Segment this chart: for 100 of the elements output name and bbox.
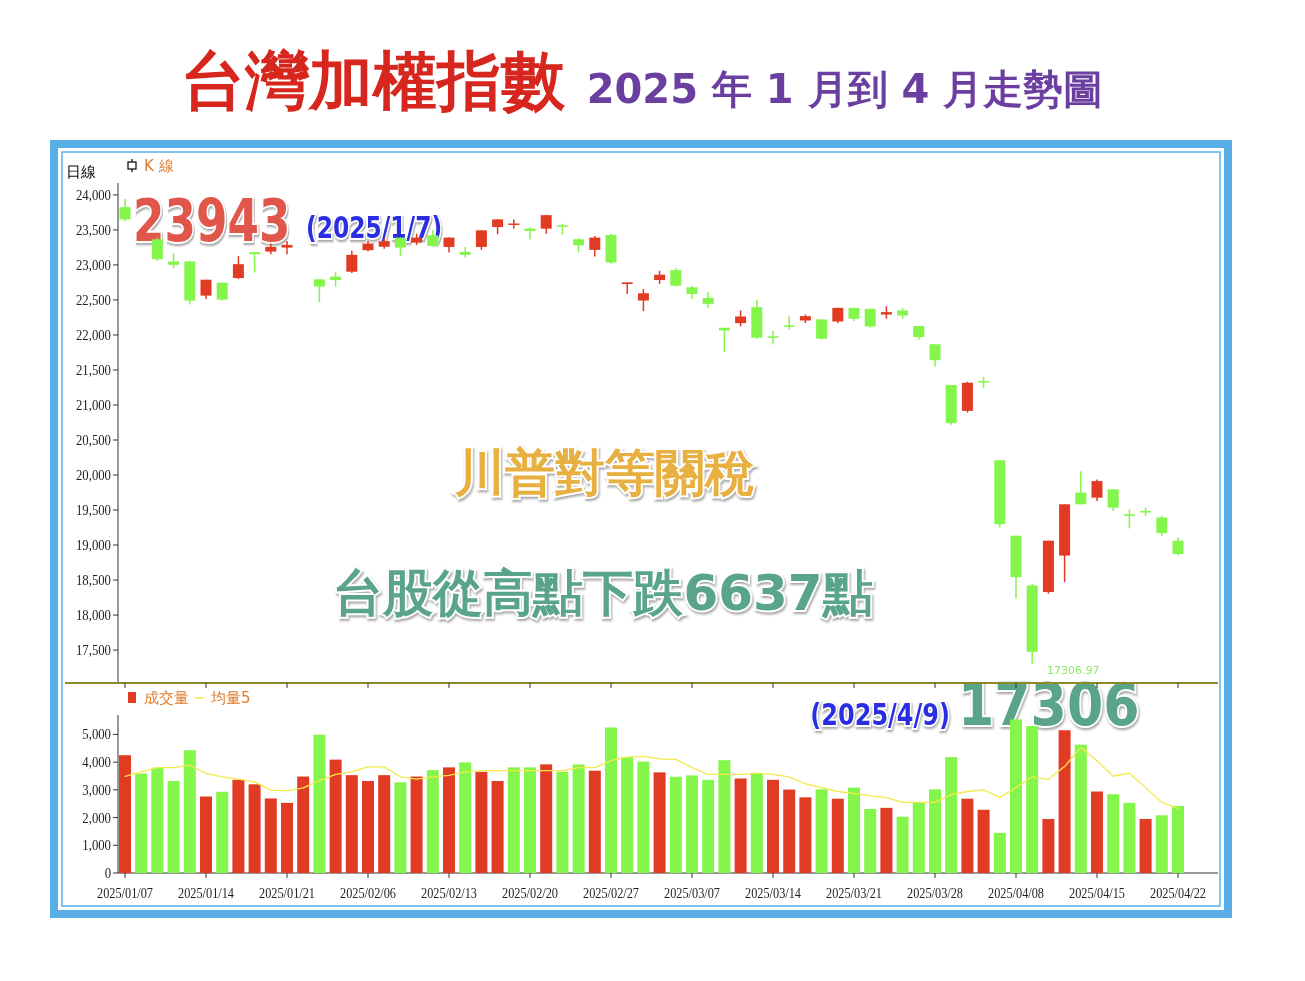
candlestick	[119, 198, 131, 223]
y-tick-label: 17,500	[75, 642, 112, 659]
x-tick-label: 2025/01/14	[178, 884, 235, 902]
bar	[151, 767, 164, 873]
bar	[653, 772, 666, 873]
bar	[459, 762, 472, 873]
y-tick-label: 23,000	[75, 257, 112, 274]
bar	[394, 782, 407, 873]
bar	[961, 798, 974, 873]
candlestick	[767, 330, 779, 346]
bar	[167, 780, 180, 873]
candlestick	[1172, 536, 1184, 557]
candlestick	[621, 281, 633, 295]
bar	[588, 770, 601, 873]
x-tick-label: 2025/03/28	[907, 884, 964, 902]
x-tick-label: 2025/02/13	[421, 884, 478, 902]
bar	[1091, 791, 1103, 873]
candlestick	[249, 251, 261, 274]
y-tick-label: 18,000	[75, 607, 112, 624]
bar	[702, 779, 715, 873]
candlestick	[459, 246, 471, 259]
bar	[799, 797, 812, 873]
bar	[848, 787, 860, 873]
candlestick	[670, 267, 682, 288]
y-tick-label: 21,500	[75, 362, 112, 379]
bar	[216, 791, 229, 873]
bar	[880, 807, 893, 873]
text: K 線	[144, 157, 174, 175]
y-tick-label: 22,500	[75, 292, 112, 309]
x-tick-label: 2025/01/21	[259, 884, 316, 902]
x-tick-label: 2025/02/06	[340, 884, 397, 902]
bar	[135, 773, 148, 873]
bar	[264, 798, 277, 873]
candlestick	[281, 240, 293, 255]
annotation: 23943	[133, 187, 291, 255]
bar	[248, 784, 261, 873]
x-tick-label: 2025/04/08	[988, 884, 1045, 902]
bar	[1123, 802, 1136, 873]
bar	[313, 734, 326, 873]
bar	[491, 780, 504, 873]
candlestick	[1091, 478, 1103, 502]
x-tick-label: 2025/02/20	[502, 884, 559, 902]
candlestick	[313, 278, 325, 303]
bar	[507, 767, 520, 873]
candlestick	[475, 229, 487, 251]
bar	[1155, 815, 1168, 873]
bar	[281, 802, 293, 873]
candlestick	[1107, 488, 1119, 512]
annotation: (2025/4/9)	[810, 697, 950, 732]
bar	[426, 770, 439, 873]
bar	[750, 773, 763, 873]
text: 日線	[66, 163, 96, 181]
bar	[1107, 794, 1120, 873]
candlestick	[508, 218, 520, 230]
candlestick	[346, 250, 358, 274]
bar	[993, 832, 1006, 873]
x-tick-label: 2025/01/07	[97, 884, 154, 902]
bar	[1172, 805, 1184, 873]
y-tick-label: 20,500	[75, 432, 112, 449]
candlestick	[540, 214, 552, 235]
bar	[378, 775, 391, 873]
bar	[605, 727, 617, 873]
bar	[621, 757, 634, 873]
bar	[718, 760, 731, 873]
bar	[1074, 744, 1087, 873]
candlestick	[816, 318, 828, 341]
y-tick-label: 2,000	[82, 809, 112, 826]
bar	[864, 808, 877, 873]
y-tick-label: 22,000	[75, 327, 112, 344]
annotation: (2025/1/7)	[306, 210, 443, 245]
bar	[524, 767, 536, 873]
y-tick-label: 21,000	[75, 397, 112, 414]
y-tick-label: 5,000	[82, 726, 112, 743]
y-tick-label: 3,000	[82, 781, 112, 799]
bar	[686, 775, 698, 873]
bar	[1058, 730, 1071, 873]
y-tick-label: 1,000	[82, 837, 112, 854]
bar	[815, 789, 828, 873]
bar	[345, 775, 358, 873]
y-tick-label: 23,500	[75, 221, 112, 239]
x-tick-label: 2025/03/21	[826, 884, 883, 902]
bar	[232, 779, 245, 873]
bar	[540, 764, 553, 873]
bar	[912, 802, 925, 873]
bar	[475, 771, 488, 873]
candlestick	[1075, 470, 1087, 506]
bar	[1042, 818, 1055, 873]
y-tick-label: 24,000	[75, 186, 112, 204]
bar	[362, 780, 374, 873]
bar	[443, 767, 455, 873]
bar	[977, 809, 990, 873]
x-tick-label: 2025/04/22	[1150, 884, 1207, 902]
candlestick	[929, 343, 941, 368]
bar	[183, 750, 196, 873]
bar	[119, 755, 131, 873]
x-tick-label: 2025/04/15	[1069, 884, 1126, 902]
bar	[410, 776, 423, 873]
bar	[896, 816, 909, 873]
bar	[329, 759, 342, 873]
bar	[572, 764, 585, 873]
